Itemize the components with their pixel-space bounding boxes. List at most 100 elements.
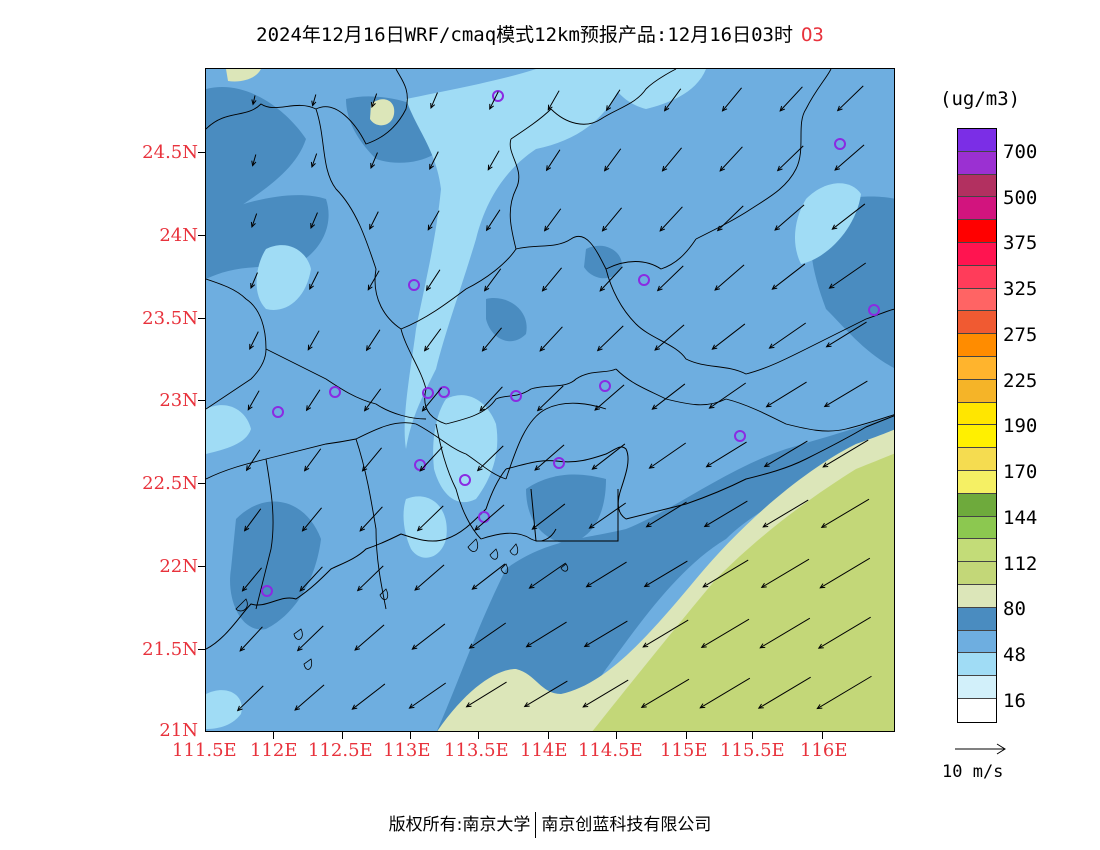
wind-vector-head: [645, 522, 652, 528]
lat-label: 23N: [159, 390, 198, 411]
wind-vector: [312, 94, 317, 106]
colorbar-cell: [958, 379, 996, 403]
wind-vector: [589, 502, 627, 529]
wind-vector: [239, 626, 263, 652]
station-marker: [868, 304, 880, 316]
wind-vector: [779, 86, 803, 112]
lon-tick: [478, 731, 479, 739]
wind-vector-head: [303, 465, 310, 472]
legend-label: 500: [1003, 187, 1038, 209]
field-64-80: [526, 474, 606, 544]
wind-vector-head: [370, 162, 376, 170]
colorbar-cell: [958, 425, 996, 449]
field-80-112: [226, 69, 261, 82]
wind-vector-head: [534, 465, 541, 471]
wind-vector-head: [307, 344, 313, 351]
legend-label: 170: [1003, 461, 1038, 483]
wind-vector: [641, 678, 690, 708]
wind-vector: [247, 390, 260, 410]
wind-vector: [299, 566, 323, 592]
wind-vector-head: [765, 402, 772, 408]
wind-vector-head: [367, 284, 373, 291]
lon-tick: [273, 731, 274, 739]
legend-label: 16: [1003, 690, 1026, 712]
lat-tick: [198, 152, 206, 153]
wind-vector-head: [820, 522, 827, 528]
wind-vector: [722, 87, 742, 112]
wind-vector-head: [311, 100, 317, 107]
wind-vector: [837, 85, 864, 111]
colorbar-cell: [958, 448, 996, 471]
wind-vector-head: [531, 524, 538, 530]
wind-vector-head: [603, 165, 610, 172]
wind-vector: [529, 562, 567, 589]
wind-vector: [604, 148, 622, 172]
field-64-80: [206, 87, 306, 234]
wind-vector: [309, 271, 319, 290]
wind-vector: [251, 213, 258, 228]
colorbar-cell: [958, 630, 996, 654]
wind-vector-head: [483, 285, 490, 292]
wind-vector: [702, 559, 749, 588]
wind-vector: [472, 563, 506, 590]
wind-vectors: [236, 85, 872, 712]
wind-vector-head: [411, 644, 418, 650]
colorbar-cell: [958, 676, 996, 699]
wind-vector-head: [481, 345, 488, 352]
wind-vector: [832, 203, 866, 230]
wind-vector-head: [485, 225, 492, 232]
species-label: O3: [800, 24, 824, 46]
wind-vector-head: [299, 585, 306, 592]
wind-vector: [829, 262, 867, 289]
wind-vector-head: [605, 105, 612, 112]
wind-vector-head: [427, 224, 433, 231]
wind-vector: [547, 90, 560, 110]
field-80-112: [370, 99, 395, 126]
wind-vector-head: [582, 702, 589, 708]
wind-vector-head: [705, 462, 712, 468]
wind-vector-head: [768, 343, 775, 349]
wind-vector: [244, 508, 262, 532]
wind-vector-head: [250, 282, 256, 290]
wind-vector-head: [249, 343, 254, 350]
station-marker: [492, 90, 504, 102]
legend-label: 700: [1003, 141, 1038, 163]
wind-vector-head: [703, 522, 710, 528]
copyright: 版权所有:南京大学 南京创蓝科技有限公司: [0, 810, 1100, 838]
wind-vector: [479, 386, 503, 412]
wind-vector-head: [585, 582, 592, 588]
wind-vector-head: [541, 285, 548, 292]
wind-vector: [817, 675, 872, 710]
wind-vector-head: [719, 165, 726, 172]
lon-label: 112.5E: [308, 740, 373, 761]
station-marker: [834, 138, 846, 150]
wind-vector: [662, 147, 682, 172]
map-area[interactable]: [205, 68, 895, 732]
colorbar-cell: [958, 174, 996, 198]
wind-vector-head: [716, 225, 723, 232]
station-marker: [261, 585, 273, 597]
wind-vector: [719, 146, 743, 172]
wind-vector-head: [699, 703, 706, 709]
lon-tick: [410, 731, 411, 739]
wind-vector-head: [819, 583, 826, 589]
lon-label: 114E: [520, 740, 568, 761]
colorbar-cell: [958, 334, 996, 357]
field-32-48: [433, 395, 498, 503]
wind-vector: [359, 506, 383, 532]
colorbar-cell: [958, 493, 996, 517]
wind-vector: [371, 93, 378, 108]
wind-vector: [357, 565, 384, 591]
wind-vector: [704, 500, 748, 527]
wind-vector-head: [834, 165, 841, 171]
copyright-left: 版权所有:南京大学: [388, 815, 531, 835]
colorbar-cell: [958, 265, 996, 289]
field-64-80: [486, 298, 527, 342]
wind-vector: [369, 211, 379, 230]
wind-vector: [777, 145, 804, 171]
lat-tick: [198, 400, 206, 401]
wind-vector-head: [714, 285, 721, 291]
wind-vector: [482, 327, 502, 352]
wind-vector-head: [310, 161, 316, 168]
wind-vector-head: [583, 642, 590, 648]
